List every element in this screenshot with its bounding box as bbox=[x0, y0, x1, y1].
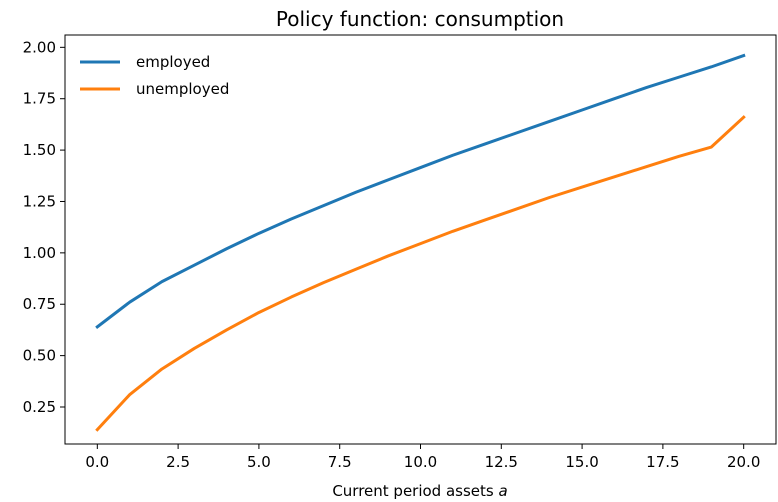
x-tick-label: 20.0 bbox=[727, 453, 760, 471]
legend: employed unemployed bbox=[80, 53, 229, 98]
x-axis-label-text: Current period assets bbox=[332, 482, 498, 500]
x-tick-label: 0.0 bbox=[85, 453, 109, 471]
y-tick-label: 1.75 bbox=[23, 90, 56, 108]
chart-title: Policy function: consumption bbox=[276, 7, 564, 31]
y-tick-label: 0.50 bbox=[23, 347, 56, 365]
x-tick-label: 10.0 bbox=[404, 453, 437, 471]
y-tick-label: 2.00 bbox=[23, 38, 56, 56]
y-tick-label: 0.75 bbox=[23, 295, 56, 313]
y-tick-label: 0.25 bbox=[23, 398, 56, 416]
x-axis-label-variable: a bbox=[498, 482, 507, 500]
plot-area: 0.0 2.5 5.0 7.5 10.0 12.5 15.0 17.5 20.0 0.25 0.50… bbox=[23, 34, 777, 471]
series-line-unemployed bbox=[95, 115, 746, 432]
x-tick-label: 15.0 bbox=[565, 453, 598, 471]
legend-label-employed: employed bbox=[136, 53, 210, 71]
series-line-employed bbox=[95, 53, 746, 329]
legend-label-unemployed: unemployed bbox=[136, 80, 229, 98]
x-tick-label: 17.5 bbox=[646, 453, 679, 471]
x-tick-label: 2.5 bbox=[166, 453, 190, 471]
x-axis-label: Current period assets a bbox=[332, 482, 507, 500]
x-tick-label: 12.5 bbox=[485, 453, 518, 471]
y-tick-label: 1.00 bbox=[23, 244, 56, 262]
y-tick-label: 1.25 bbox=[23, 192, 56, 210]
x-tick-label: 5.0 bbox=[247, 453, 271, 471]
y-tick-label: 1.50 bbox=[23, 141, 56, 159]
x-tick-label: 7.5 bbox=[328, 453, 352, 471]
